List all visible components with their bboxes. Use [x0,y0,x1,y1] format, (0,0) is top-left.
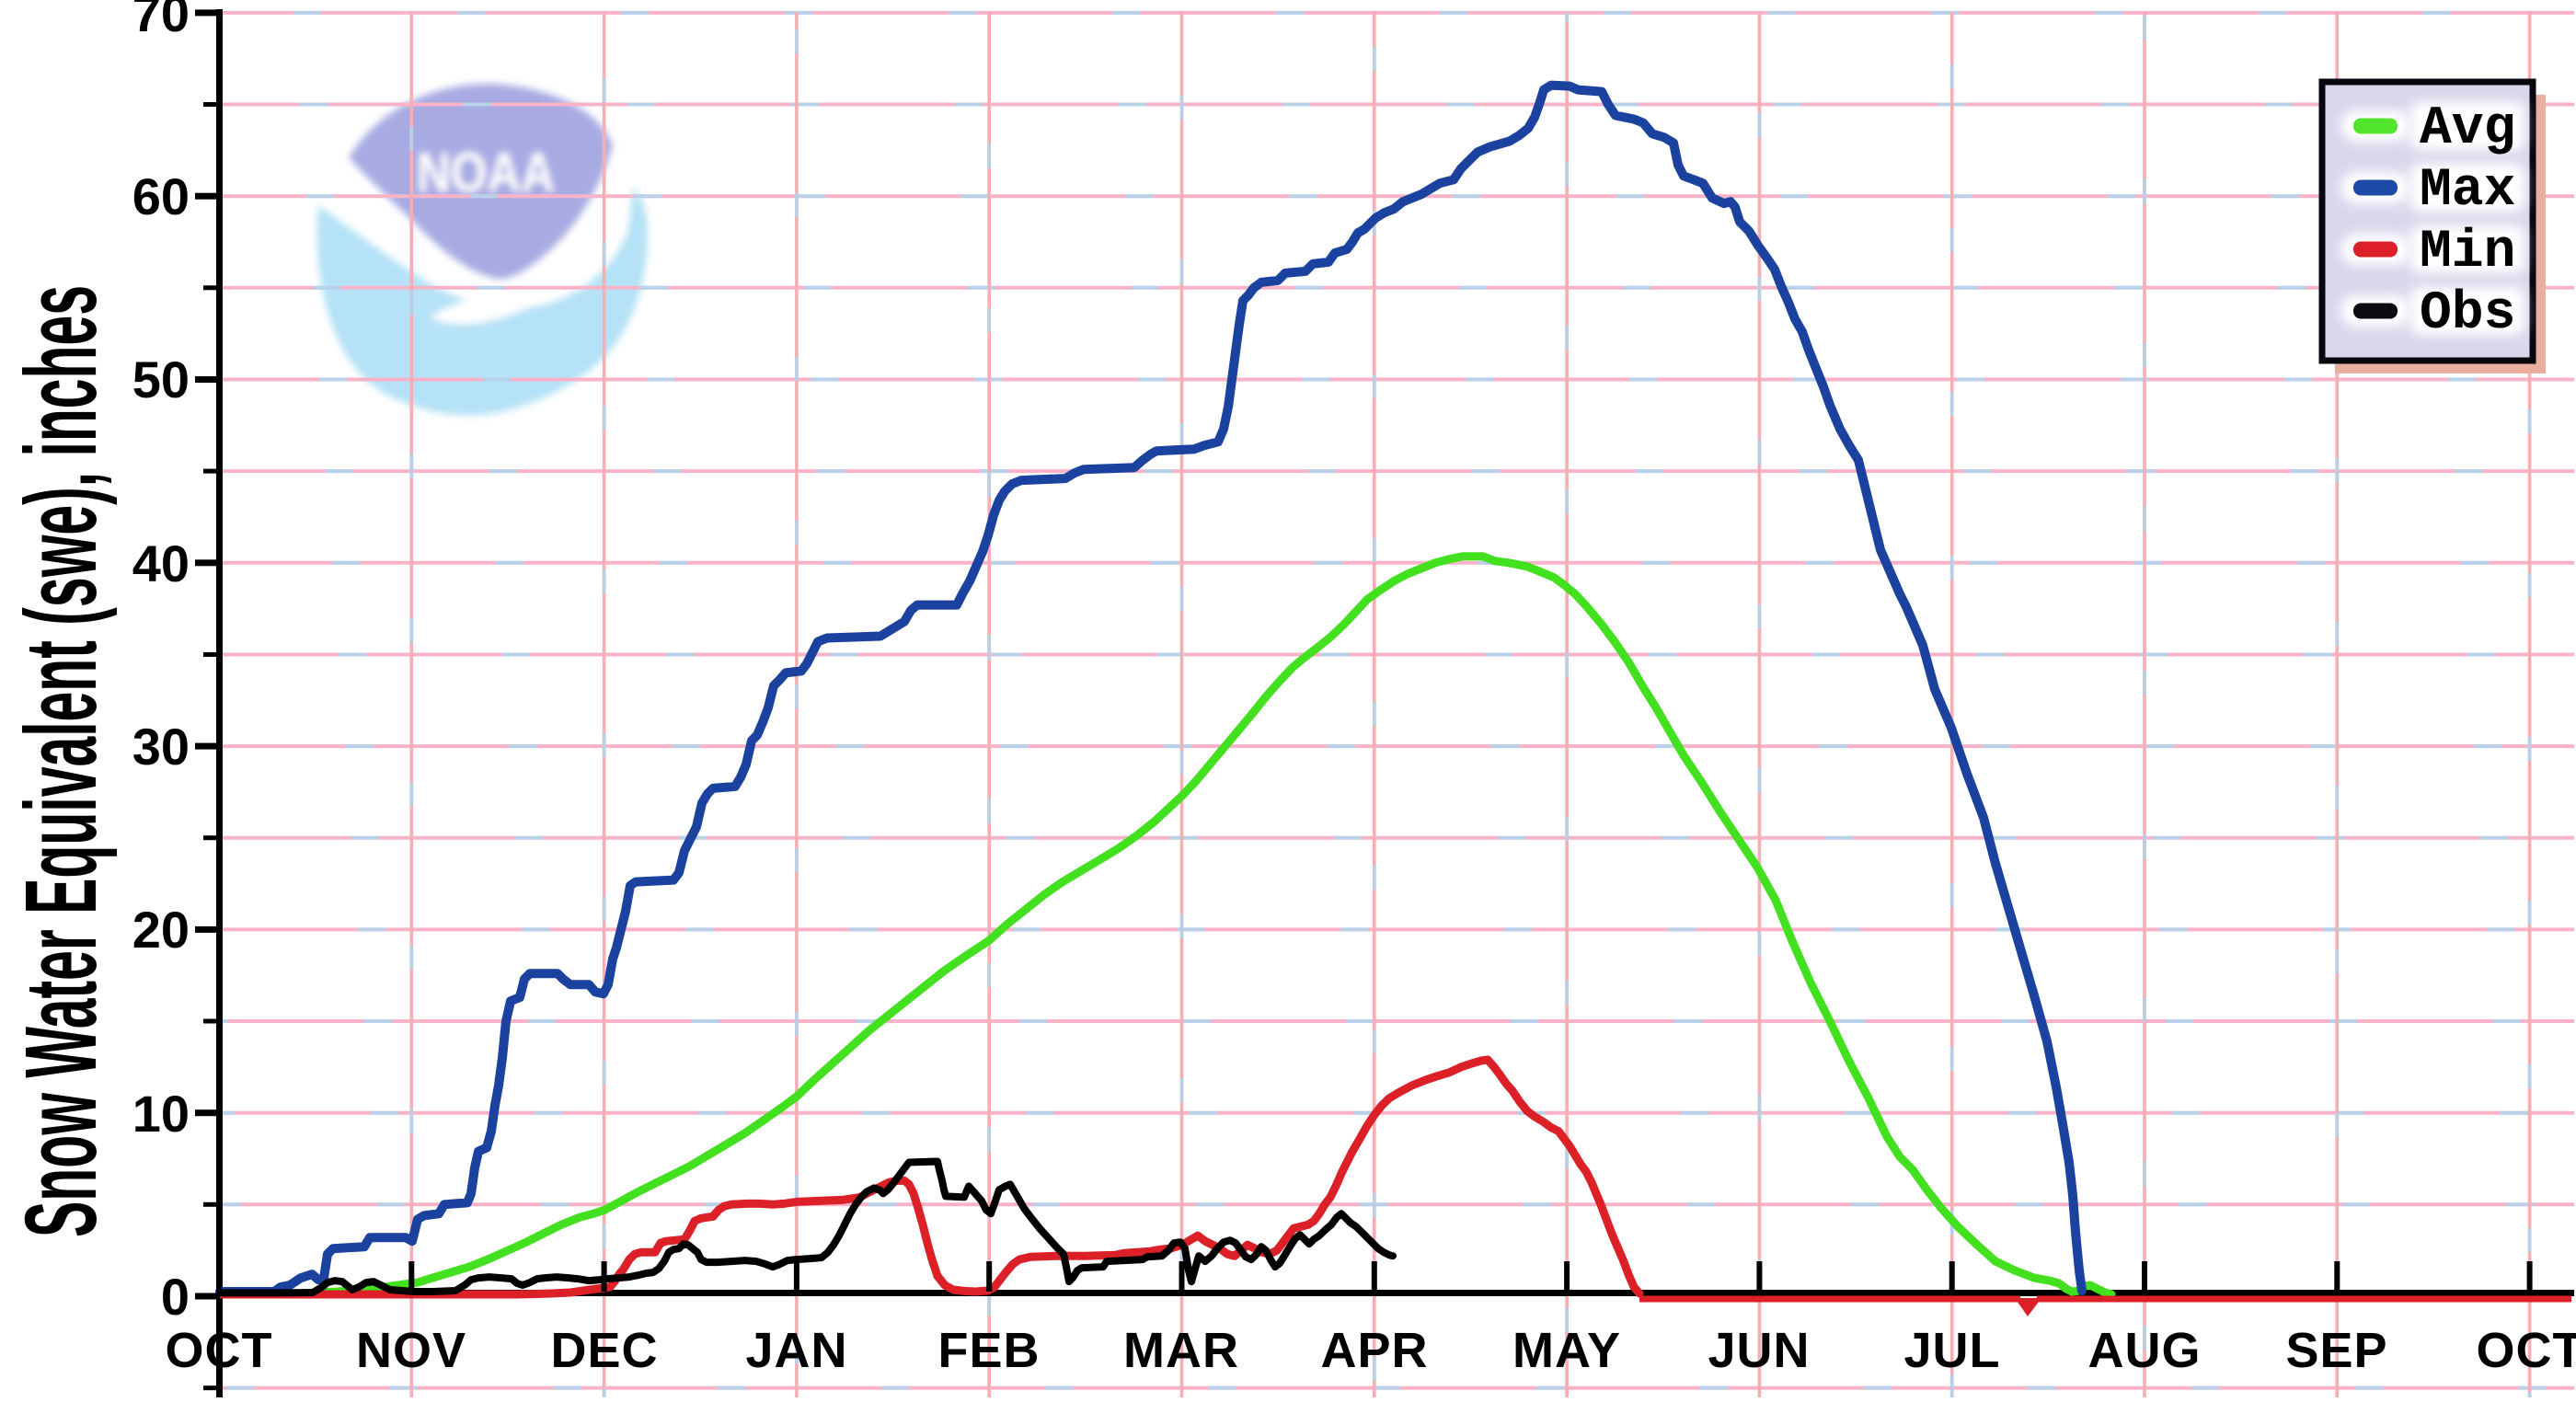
svg-text:MAR: MAR [1123,1323,1239,1378]
svg-text:OCT: OCT [166,1323,273,1378]
svg-text:0: 0 [161,1268,190,1326]
svg-text:20: 20 [132,901,190,959]
svg-text:MAY: MAY [1512,1323,1621,1378]
svg-text:JUL: JUL [1903,1323,2000,1378]
svg-text:NOAA: NOAA [417,142,555,203]
svg-text:30: 30 [132,718,190,776]
svg-text:Max: Max [2420,161,2515,221]
svg-text:FEB: FEB [938,1323,1041,1378]
svg-text:10: 10 [132,1085,190,1143]
svg-text:40: 40 [132,534,190,592]
svg-text:Avg: Avg [2420,99,2515,159]
svg-text:JAN: JAN [745,1323,847,1378]
svg-text:DEC: DEC [550,1323,658,1378]
svg-text:Snow Water Equivalent (swe),: Snow Water Equivalent (swe), inches [5,285,118,1237]
svg-text:AUG: AUG [2088,1323,2202,1378]
svg-text:APR: APR [1320,1323,1428,1378]
svg-text:Obs: Obs [2420,284,2515,344]
svg-text:OCT: OCT [2477,1323,2576,1378]
svg-text:70: 70 [132,0,190,42]
svg-text:JUN: JUN [1708,1323,1810,1378]
svg-text:NOV: NOV [356,1323,466,1378]
svg-text:50: 50 [132,350,190,408]
svg-text:Min: Min [2420,223,2515,282]
svg-text:SEP: SEP [2285,1323,2387,1378]
svg-text:60: 60 [132,167,190,225]
